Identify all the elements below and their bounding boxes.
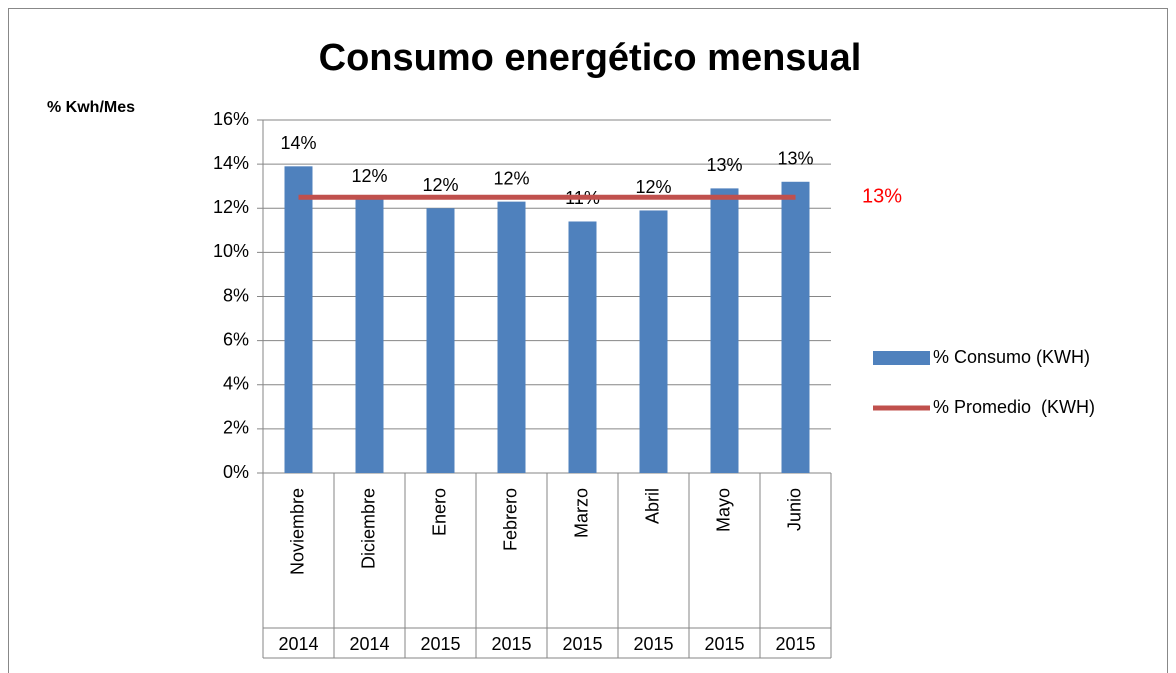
legend-label: % Consumo (KWH) (933, 347, 1090, 367)
data-label: 12% (351, 166, 387, 186)
bar (639, 210, 668, 474)
y-tick-label: 16% (213, 109, 249, 129)
y-tick-label: 0% (223, 462, 249, 482)
bar (355, 199, 384, 474)
x-tick-label: Enero (429, 488, 449, 536)
x-group-label: 2014 (278, 634, 318, 654)
legend-swatch (873, 351, 930, 365)
data-label: 12% (422, 175, 458, 195)
x-tick-label: Febrero (500, 488, 520, 551)
x-tick-label: Abril (642, 488, 662, 524)
bar (284, 166, 313, 474)
bar (568, 221, 597, 473)
y-axis-label: % Kwh/Mes (47, 99, 135, 116)
data-label: 13% (777, 149, 813, 169)
x-tick-label: Mayo (713, 488, 733, 532)
y-tick-label: 12% (213, 197, 249, 217)
x-tick-label: Diciembre (358, 488, 378, 569)
x-group-label: 2015 (704, 634, 744, 654)
y-tick-label: 6% (223, 329, 249, 349)
bar (710, 188, 739, 474)
x-tick-label: Junio (784, 488, 804, 531)
x-group-label: 2014 (349, 634, 389, 654)
y-tick-label: 8% (223, 285, 249, 305)
data-label: 12% (493, 168, 529, 188)
x-group-label: 2015 (633, 634, 673, 654)
y-tick-label: 10% (213, 241, 249, 261)
y-tick-label: 14% (213, 153, 249, 173)
chart-title: Consumo energético mensual (319, 37, 862, 79)
line-label: 13% (862, 186, 902, 208)
data-label: 12% (635, 177, 671, 197)
x-group-label: 2015 (420, 634, 460, 654)
y-tick-label: 2% (223, 418, 249, 438)
x-tick-label: Noviembre (287, 488, 307, 575)
data-label: 14% (280, 133, 316, 153)
x-group-label: 2015 (775, 634, 815, 654)
bar (781, 181, 810, 473)
y-tick-label: 4% (223, 374, 249, 394)
bar (426, 208, 455, 473)
x-group-label: 2015 (491, 634, 531, 654)
x-group-label: 2015 (562, 634, 602, 654)
data-label: 13% (706, 155, 742, 175)
x-tick-label: Marzo (571, 488, 591, 538)
legend-label: % Promedio (KWH) (933, 397, 1095, 417)
bar (497, 201, 526, 473)
